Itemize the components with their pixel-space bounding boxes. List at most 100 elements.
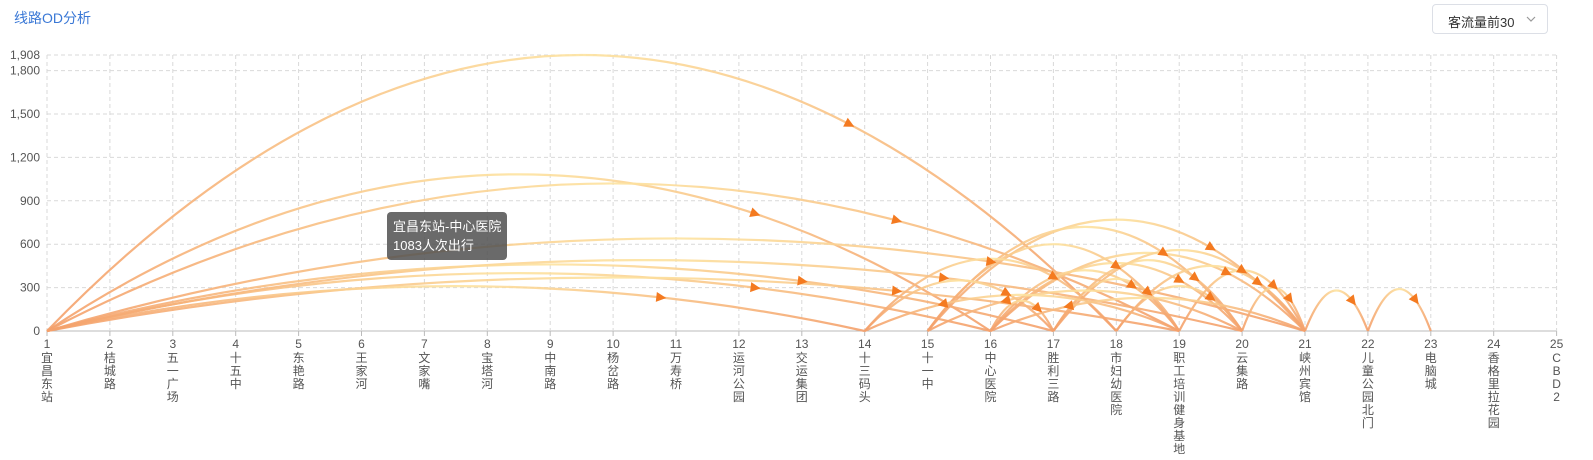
x-tick-number: 21 — [1298, 337, 1312, 351]
flow-arrow — [1282, 292, 1293, 304]
arrow-layer — [655, 117, 1419, 313]
y-tick-label: 1,908 — [10, 48, 40, 62]
arc-layer — [46, 53, 1432, 333]
flow-arc — [46, 173, 992, 332]
tooltip-value: 1083人次出行 — [393, 238, 474, 253]
flow-arrow — [1345, 294, 1356, 306]
x-tick-number: 19 — [1173, 337, 1187, 351]
flow-arrow — [1408, 293, 1419, 305]
x-station-name: 万寿桥 — [670, 351, 682, 391]
x-tick-number: 15 — [921, 337, 935, 351]
flow-arrow — [1031, 301, 1043, 313]
x-station-name: 十一中 — [922, 351, 934, 391]
flow-arrow — [1110, 259, 1122, 270]
y-tick-label: 900 — [20, 194, 40, 208]
x-station-name: 杨岔路 — [607, 350, 619, 391]
x-tick-number: 13 — [795, 337, 809, 351]
flow-arrow — [938, 272, 950, 283]
x-tick-number: 9 — [547, 337, 554, 351]
x-station-name: 王家河 — [355, 351, 367, 391]
flow-arc — [864, 293, 1180, 332]
x-station-name: 运河公园 — [733, 351, 745, 404]
x-station-name: 五一广场 — [167, 351, 179, 404]
x-tick-number: 4 — [232, 337, 239, 351]
flow-arrow — [1204, 291, 1216, 301]
y-tick-label: 0 — [33, 324, 40, 338]
x-station-name: 中心医院 — [984, 350, 996, 404]
x-tick-number: 24 — [1487, 337, 1501, 351]
flow-arc — [927, 289, 1243, 332]
flow-arrow — [1236, 263, 1248, 274]
filter-selected-label: 客流量前30 — [1448, 15, 1515, 30]
flow-arc — [1303, 289, 1369, 332]
flow-arrow — [1188, 271, 1200, 282]
y-tick-label: 1,500 — [10, 107, 40, 121]
flow-arrow — [1251, 275, 1263, 286]
flow-arc — [46, 182, 1180, 332]
x-station-name: 宝塔河 — [481, 351, 493, 391]
x-tick-number: 17 — [1047, 337, 1061, 351]
flow-arrow — [1063, 300, 1075, 311]
x-station-name: 宜昌东站 — [41, 350, 53, 404]
x-station-name: 香格里拉花园 — [1488, 351, 1500, 430]
top-n-filter-select[interactable]: 客流量前30 — [1432, 4, 1548, 34]
flow-arc — [863, 279, 1055, 332]
x-tick-number: 3 — [169, 337, 176, 351]
x-station-name: 职工培训健身基地 — [1173, 351, 1185, 456]
x-tick-number: 18 — [1110, 337, 1124, 351]
flow-arrow — [749, 207, 761, 217]
page-title: 线路OD分析 — [14, 10, 91, 26]
x-tick-number: 20 — [1235, 337, 1249, 351]
x-station-name: 峡州宾馆 — [1299, 351, 1311, 404]
x-tick-number: 14 — [858, 337, 872, 351]
flow-arrow — [985, 256, 997, 266]
x-station-name: 儿童公园北门 — [1362, 351, 1374, 430]
x-station-name: 十五中 — [230, 351, 242, 391]
x-tick-number: 7 — [421, 337, 428, 351]
y-tick-label: 1,200 — [10, 150, 40, 164]
flow-arc — [46, 285, 865, 333]
x-station-name: 中南路 — [544, 350, 556, 391]
flow-arc — [989, 299, 1055, 332]
flow-arrow — [1220, 266, 1232, 276]
flow-arrow — [891, 214, 903, 225]
flow-arrow — [891, 285, 903, 296]
flow-arc — [989, 269, 1181, 332]
y-tick-label: 300 — [20, 281, 40, 295]
y-tick-label: 1,800 — [10, 64, 40, 78]
x-tick-number: 5 — [295, 337, 302, 351]
x-station-name: 东艳路 — [293, 351, 305, 391]
flow-arc — [46, 237, 1306, 333]
flow-arc — [46, 53, 1118, 332]
x-tick-number: 16 — [984, 337, 998, 351]
x-station-name: 云集路 — [1236, 351, 1248, 391]
x-station-name: 交运集团 — [796, 350, 808, 404]
tooltip-title: 宜昌东站-中心医院 — [393, 219, 502, 234]
flow-arrow — [1000, 294, 1012, 305]
flow-arrow — [1000, 286, 1012, 296]
flow-arrow — [655, 291, 667, 302]
x-tick-number: 8 — [484, 337, 491, 351]
y-tick-label: 600 — [20, 237, 40, 251]
x-station-name: 胜利三路 — [1047, 350, 1059, 404]
flow-tooltip: 宜昌东站-中心医院 1083人次出行 — [387, 212, 508, 260]
flow-arrow — [843, 117, 855, 127]
flow-arc — [46, 263, 1054, 333]
flow-arrow — [937, 298, 949, 308]
x-tick-number: 25 — [1550, 337, 1564, 351]
flow-arrow — [1173, 273, 1185, 283]
flow-arrow — [750, 282, 761, 293]
x-tick-number: 2 — [107, 337, 114, 351]
x-tick-number: 6 — [358, 337, 365, 351]
flow-arc — [46, 272, 991, 333]
flow-arc — [1366, 287, 1432, 332]
flow-arc — [1052, 278, 1181, 332]
flow-arrow — [1047, 270, 1059, 280]
flow-arrow — [1157, 246, 1169, 257]
chevron-down-icon — [1526, 16, 1536, 22]
x-tick-number: 1 — [44, 337, 51, 351]
x-tick-number: 22 — [1361, 337, 1375, 351]
